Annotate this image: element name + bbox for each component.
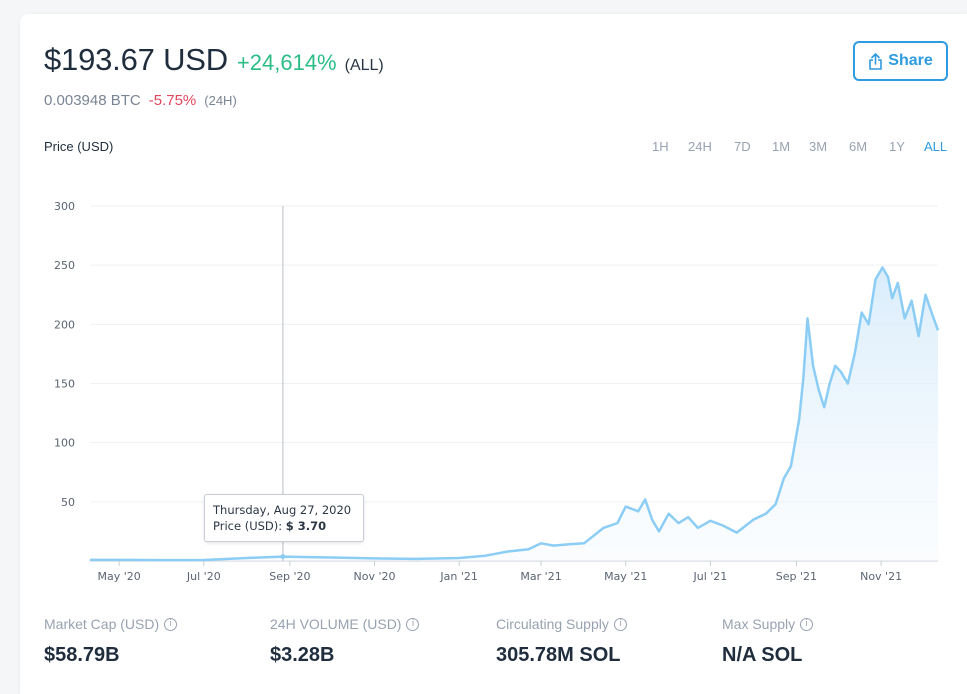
x-tick-label: Sep '21 <box>776 570 817 583</box>
price-change-all: +24,614% <box>236 50 337 75</box>
range-24h[interactable]: 24H <box>688 139 712 154</box>
stat-label: Circulating Supply i <box>496 616 722 632</box>
stat-value: $58.79B <box>44 644 120 666</box>
range-selector: 1H 24H 7D 1M 3M 6M 1Y ALL <box>20 139 967 155</box>
price-card: $193.67 USD +24,614% (ALL) 0.003948 BTC … <box>20 14 967 694</box>
chart-label: Price (USD) <box>44 139 114 154</box>
stat-value: N/A SOL <box>722 644 803 666</box>
info-icon[interactable]: i <box>164 617 178 631</box>
chart-tooltip: Thursday, Aug 27, 2020 Price (USD): $ 3.… <box>204 494 364 542</box>
x-tick-label: Nov '20 <box>354 570 396 583</box>
range-7d[interactable]: 7D <box>734 139 751 154</box>
tooltip-date: Thursday, Aug 27, 2020 <box>213 503 352 517</box>
price-period-all: (ALL) <box>344 57 384 74</box>
price-btc: 0.003948 BTC <box>44 92 141 109</box>
x-tick-label: Jan '21 <box>439 570 477 583</box>
info-icon[interactable]: i <box>406 617 420 631</box>
x-tick-label: Sep '20 <box>269 570 310 583</box>
stat-value: $3.28B <box>270 644 335 666</box>
range-6m[interactable]: 6M <box>849 139 868 154</box>
share-button[interactable]: Share <box>853 41 948 81</box>
x-tick-label: May '21 <box>604 570 647 583</box>
btc-period-24h: (24H) <box>204 93 237 108</box>
x-tick-label: May '20 <box>98 570 141 583</box>
y-tick-label: 200 <box>54 318 75 331</box>
range-1m[interactable]: 1M <box>772 139 791 154</box>
stat-1: 24H VOLUME (USD) i $3.28B <box>270 616 496 667</box>
stat-label-text: 24H VOLUME (USD) <box>270 616 402 632</box>
stat-label-text: Max Supply <box>722 616 796 632</box>
x-tick-label: Jul '20 <box>186 570 221 583</box>
share-label: Share <box>888 52 933 69</box>
btc-row: 0.003948 BTC -5.75% (24H) <box>44 92 237 109</box>
info-icon[interactable]: i <box>800 617 814 631</box>
stat-label: Market Cap (USD) i <box>44 616 270 632</box>
y-tick-label: 250 <box>54 259 75 272</box>
x-tick-label: Nov '21 <box>860 570 902 583</box>
stat-label: Max Supply i <box>722 616 948 632</box>
price-row: $193.67 USD +24,614% (ALL) <box>44 42 384 78</box>
range-1y[interactable]: 1Y <box>889 139 905 154</box>
y-tick-label: 150 <box>54 378 75 391</box>
price-area <box>90 267 938 561</box>
stat-value: 305.78M SOL <box>496 644 621 666</box>
x-tick-label: Jul '21 <box>692 570 727 583</box>
hover-point <box>280 554 286 560</box>
info-icon[interactable]: i <box>613 617 627 631</box>
range-all[interactable]: ALL <box>924 139 948 154</box>
tooltip-price-value: $ 3.70 <box>285 519 327 533</box>
y-tick-label: 50 <box>61 496 75 509</box>
range-3m[interactable]: 3M <box>809 139 828 154</box>
stat-3: Max Supply i N/A SOL <box>722 616 948 667</box>
y-tick-label: 100 <box>54 437 75 450</box>
price-usd: $193.67 USD <box>44 42 228 77</box>
price-chart[interactable]: 50 100 150 200 250 300 May '20 Jul '20 Sep '20 No… <box>20 14 967 594</box>
y-tick-label: 300 <box>54 200 75 213</box>
btc-change-24h: -5.75% <box>148 92 197 109</box>
stat-0: Market Cap (USD) i $58.79B <box>44 616 270 667</box>
tooltip-price-label: Price (USD): <box>213 519 283 533</box>
price-line <box>90 266 940 562</box>
stat-label-text: Market Cap (USD) <box>44 616 160 632</box>
share-icon <box>868 52 883 70</box>
stat-label: 24H VOLUME (USD) i <box>270 616 496 632</box>
stats-row: Market Cap (USD) i $58.79B 24H VOLUME (USD)… <box>44 616 948 667</box>
range-1h[interactable]: 1H <box>652 139 669 154</box>
stat-2: Circulating Supply i 305.78M SOL <box>496 616 722 667</box>
x-tick-label: Mar '21 <box>520 570 561 583</box>
stat-label-text: Circulating Supply <box>496 616 609 632</box>
